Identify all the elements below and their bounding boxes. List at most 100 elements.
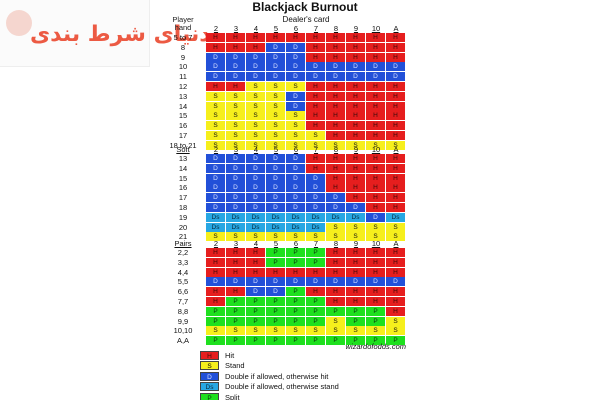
strategy-cell: P (226, 316, 245, 326)
strategy-cell: D (246, 183, 265, 193)
strategy-cell: H (206, 248, 225, 257)
legend-swatch: H (200, 350, 219, 360)
strategy-cell: H (346, 257, 365, 267)
strategy-cell: S (206, 130, 225, 140)
strategy-cell: H (366, 33, 385, 42)
strategy-cell: P (286, 336, 305, 346)
row-label: 6,6 (177, 287, 189, 297)
strategy-cell: D (386, 277, 405, 287)
strategy-cell: P (366, 336, 385, 346)
strategy-cell: D (306, 277, 325, 287)
strategy-cell: S (306, 232, 325, 242)
strategy-cell: H (206, 287, 225, 297)
strategy-cell: H (306, 163, 325, 173)
strategy-cell: P (226, 336, 245, 346)
strategy-cell: D (286, 91, 305, 101)
strategy-cell: P (206, 306, 225, 316)
strategy-cell: H (326, 183, 345, 193)
legend-text: Double if allowed, otherwise hit (225, 371, 329, 381)
strategy-cell: S (226, 130, 245, 140)
strategy-cell: Ds (386, 212, 405, 222)
strategy-cell: D (306, 193, 325, 203)
strategy-cell: P (286, 316, 305, 326)
strategy-cell: D (286, 154, 305, 163)
strategy-cell: P (286, 257, 305, 267)
strategy-cell: H (366, 121, 385, 131)
player-label-line-2: hand (174, 23, 192, 32)
strategy-cell: D (266, 287, 285, 297)
row-label: 3,3 (177, 257, 189, 267)
strategy-cell: H (386, 193, 405, 203)
dealer-card-header-cell: 5 (273, 145, 279, 154)
dealer-card-header-cell: 8 (333, 145, 339, 154)
strategy-cell: H (366, 91, 385, 101)
dealer-card-header-cell: 10 (371, 24, 381, 33)
strategy-cell: H (226, 267, 245, 277)
strategy-cell: H (206, 42, 225, 52)
site-logo[interactable]: دنیای شرط بندی (0, 0, 211, 67)
strategy-cell: Ds (206, 222, 225, 232)
strategy-cell: S (286, 326, 305, 336)
logo-text: دنیای شرط بندی (30, 22, 211, 47)
strategy-cell: H (346, 42, 365, 52)
strategy-cell: S (386, 326, 405, 336)
strategy-cell: D (286, 173, 305, 183)
dealer-card-header-cell: 9 (353, 24, 359, 33)
legend-text: Double if allowed, otherwise stand (225, 382, 339, 392)
row-label: 16 (178, 183, 188, 193)
strategy-cell: D (226, 183, 245, 193)
dealer-card-header-cell: A (393, 239, 399, 248)
strategy-cell: P (346, 316, 365, 326)
strategy-cell: H (246, 257, 265, 267)
legend-swatch: P (200, 392, 219, 400)
strategy-cell: S (346, 222, 365, 232)
strategy-cell: H (346, 296, 365, 306)
strategy-cell: H (246, 42, 265, 52)
strategy-cell: D (226, 202, 245, 212)
strategy-cell: S (326, 222, 345, 232)
strategy-cell: D (206, 277, 225, 287)
strategy-cell: P (266, 316, 285, 326)
player-hand-label: Player hand (160, 16, 206, 32)
strategy-cell: D (266, 277, 285, 287)
strategy-cell: H (326, 267, 345, 277)
strategy-cell: H (346, 287, 365, 297)
strategy-cell: P (326, 306, 345, 316)
strategy-cell: H (246, 33, 265, 42)
strategy-cell: S (346, 326, 365, 336)
strategy-cell: Ds (346, 212, 365, 222)
row-label: 14 (178, 163, 188, 173)
strategy-cell: H (346, 163, 365, 173)
strategy-cell: D (306, 202, 325, 212)
strategy-cell: P (226, 296, 245, 306)
strategy-cell: H (326, 130, 345, 140)
strategy-cell: S (266, 91, 285, 101)
dealer-card-header-cell: 5 (273, 239, 279, 248)
row-label: 19 (178, 212, 188, 222)
dealer-card-header-cell: 2 (213, 239, 219, 248)
legend-item: S Stand (200, 361, 339, 372)
strategy-cell: P (346, 336, 365, 346)
strategy-cell: Ds (246, 212, 265, 222)
strategy-cell: H (366, 267, 385, 277)
strategy-cell: D (246, 62, 265, 72)
strategy-cell: P (206, 336, 225, 346)
strategy-cell: H (386, 33, 405, 42)
row-label: 21 (178, 232, 188, 242)
strategy-cell: S (206, 326, 225, 336)
strategy-cell: H (246, 267, 265, 277)
strategy-cell: P (286, 287, 305, 297)
